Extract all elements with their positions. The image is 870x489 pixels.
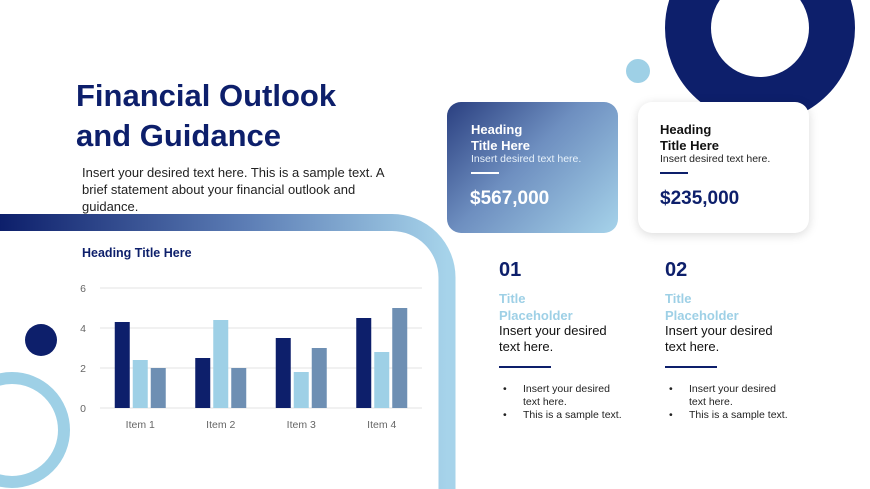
- placeholder-title-line: Placeholder: [665, 308, 739, 323]
- bullet-item: Insert your desired text here.: [499, 383, 629, 409]
- card-heading: Heading Title Here: [471, 122, 530, 154]
- card-heading-line: Title Here: [471, 138, 531, 153]
- bar: [374, 352, 390, 408]
- placeholder-title-line: Title: [665, 291, 692, 306]
- bar: [132, 360, 148, 408]
- y-tick-label: 6: [80, 283, 86, 295]
- placeholder-title-line: Title: [499, 291, 526, 306]
- card-heading-line: Title Here: [660, 138, 720, 153]
- placeholder-divider: [499, 366, 551, 368]
- y-tick-label: 2: [80, 363, 86, 375]
- placeholder-text: Insert your desired text here.: [665, 323, 773, 354]
- chart-heading: Heading Title Here: [82, 246, 192, 260]
- card-divider: [471, 172, 499, 174]
- x-tick-label: Item 1: [126, 419, 155, 431]
- bar: [195, 358, 211, 408]
- card-subtext: Insert desired text here.: [660, 153, 771, 165]
- placeholder-title-line: Placeholder: [499, 308, 573, 323]
- bullet-item: Insert your desired text here.: [665, 383, 795, 409]
- bullet-item: This is a sample text.: [499, 409, 629, 422]
- x-tick-label: Item 3: [287, 419, 316, 431]
- card-value: $567,000: [470, 188, 550, 209]
- placeholder-text: Insert your desired text here.: [499, 323, 607, 354]
- x-tick-label: Item 4: [367, 419, 396, 431]
- dot-decoration: [626, 59, 650, 83]
- stat-card: Heading Title Here Insert desired text h…: [447, 102, 618, 233]
- bar: [213, 320, 229, 408]
- bullet-list: Insert your desired text here. This is a…: [665, 383, 795, 422]
- card-heading-line: Heading: [471, 122, 523, 137]
- page-title: Financial Outlook and Guidance: [76, 76, 336, 156]
- placeholder-number: 01: [499, 259, 522, 281]
- card-heading: Heading Title Here: [660, 122, 719, 154]
- card-divider: [660, 172, 688, 174]
- x-tick-label: Item 2: [206, 419, 235, 431]
- card-subtext: Insert desired text here.: [471, 153, 582, 165]
- ring-decoration: [665, 0, 855, 123]
- placeholder-number: 02: [665, 259, 688, 281]
- bar: [275, 338, 291, 408]
- dot-decoration: [25, 324, 57, 356]
- placeholder-title: Title Placeholder: [499, 290, 609, 324]
- subtitle-text: Insert your desired text here. This is a…: [82, 165, 384, 214]
- title-line: and Guidance: [76, 118, 281, 153]
- bar: [356, 318, 372, 408]
- bar: [114, 322, 130, 408]
- bar: [392, 308, 408, 408]
- bar-chart: 0 2 4 6 Item 1 Item 2 Item 3 Item 4: [80, 283, 422, 431]
- chart-frame: [0, 214, 456, 489]
- bar: [150, 368, 166, 408]
- card-value: $235,000: [660, 188, 740, 209]
- bar: [293, 372, 309, 408]
- placeholder-title: Title Placeholder: [665, 290, 775, 324]
- placeholder-divider: [665, 366, 717, 368]
- bullet-item: This is a sample text.: [665, 409, 795, 422]
- bullet-list: Insert your desired text here. This is a…: [499, 383, 629, 422]
- ring-decoration: [0, 372, 70, 488]
- card-heading-line: Heading: [660, 122, 712, 137]
- title-line: Financial Outlook: [76, 78, 337, 113]
- stat-card: Heading Title Here Insert desired text h…: [638, 102, 809, 233]
- y-tick-label: 0: [80, 403, 86, 415]
- y-tick-label: 4: [80, 323, 86, 335]
- bar: [231, 368, 247, 408]
- bar: [311, 348, 327, 408]
